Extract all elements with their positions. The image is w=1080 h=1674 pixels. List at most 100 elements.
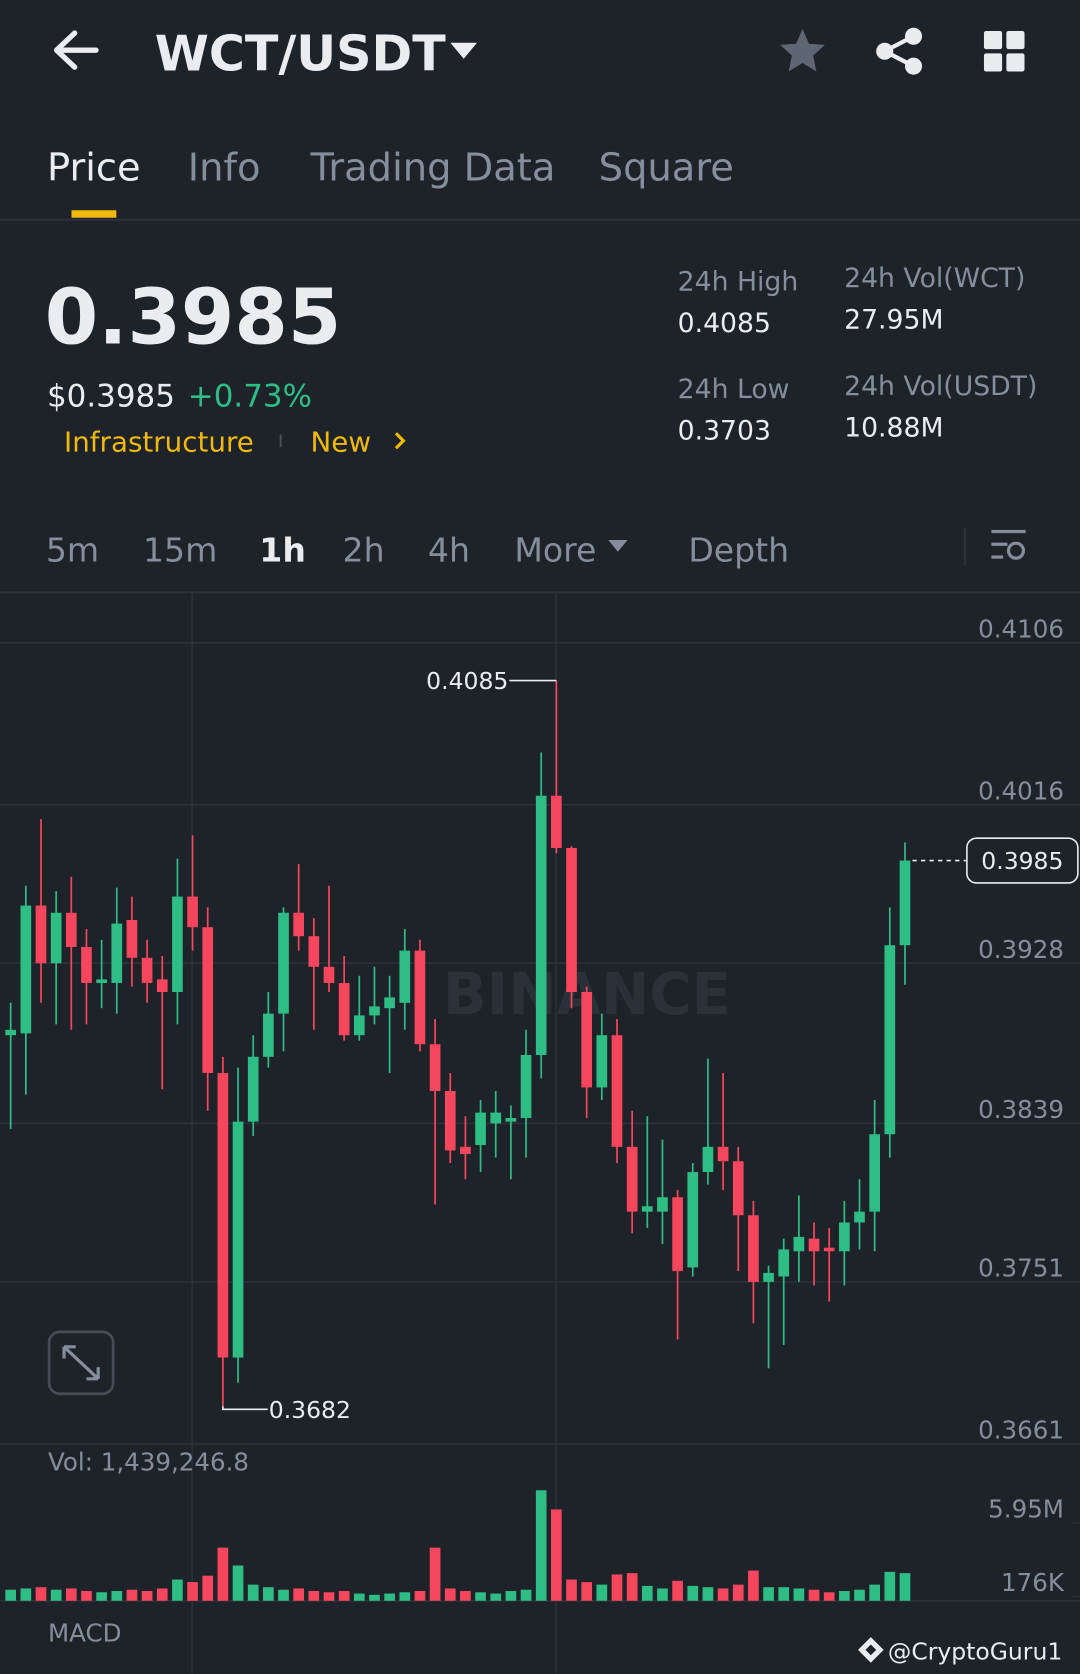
y-tick-label: 0.4016 [978,776,1064,805]
volume-bar [429,1547,441,1601]
candle-body [869,1134,881,1212]
interval[interactable]: 15m [143,530,217,569]
volume-bar [35,1587,47,1601]
tab-price[interactable]: Price [47,145,141,190]
candle-body [611,1035,623,1147]
stat-value: 27.95M [844,305,943,336]
volume-bar [566,1579,577,1601]
candle-body [65,912,77,947]
interval-more[interactable]: More [514,530,596,569]
candle-body [520,1055,532,1119]
candle-body [50,912,62,964]
candle-body [596,1035,608,1088]
volume-bar [551,1509,562,1601]
candle-body [323,966,335,983]
more-caret[interactable] [608,540,628,552]
price-change: +0.73% [188,379,312,415]
volume-bar [763,1587,774,1601]
candle-body [20,905,32,1034]
candle-body [384,997,395,1009]
volume-bar [399,1592,411,1601]
volume-bar [626,1573,638,1601]
candle-body [566,847,577,992]
volume-bar [808,1589,820,1601]
volume-bar [505,1591,517,1601]
volume-bar [460,1591,471,1601]
candle-body [626,1146,638,1212]
candle-body [5,1029,17,1036]
candle-body [535,795,547,1056]
stat-value: 0.3703 [678,416,771,447]
volume-bar [702,1587,714,1601]
min-marker-line [222,1406,268,1411]
volume-bar [611,1574,623,1601]
interval[interactable]: 4h [428,530,470,569]
depth-tab[interactable]: Depth [688,530,789,569]
stat-value: 10.88M [844,412,943,443]
tab-square[interactable]: Square [599,145,734,190]
candle-body [293,912,305,937]
interval[interactable]: 2h [343,530,385,569]
chart-settings[interactable] [991,529,1026,560]
y-tick-label: 0.4106 [978,614,1064,643]
candle-body [232,1121,244,1358]
candle-body [369,1006,380,1016]
volume-bar [172,1579,183,1601]
volume-bar [672,1580,683,1601]
candle-body [657,1197,668,1212]
stat-label: 24h Vol(WCT) [844,263,1025,294]
tab-underline [71,210,117,218]
volume-bar [323,1592,335,1601]
volume-bar [187,1582,198,1601]
grid-menu[interactable] [983,30,1025,72]
back-button[interactable] [53,30,99,70]
volume-bar [748,1570,759,1601]
volume-bar [217,1547,229,1601]
volume-bar [854,1589,865,1601]
min-marker-label: 0.3682 [269,1396,351,1424]
last-price-label: 0.3985 [981,847,1063,875]
volume-bar [293,1588,305,1601]
candle-body [414,950,426,1045]
candle-body [854,1211,865,1223]
favorite-star[interactable] [780,28,825,72]
stat-label: 24h Vol(USDT) [844,371,1037,402]
tag-chevron[interactable] [394,432,406,450]
interval-active[interactable]: 1h [259,530,306,569]
volume-bar [263,1587,274,1601]
tag-new[interactable]: New [311,425,372,458]
pair-title[interactable]: WCT/USDT [155,24,446,82]
share-button[interactable] [876,27,923,75]
expand-button[interactable] [47,1330,115,1396]
volume-bar [81,1591,92,1601]
candle-body [778,1249,790,1277]
tab-info[interactable]: Info [188,145,261,190]
volume-bar [50,1589,62,1601]
candle-body [399,950,411,1003]
volume-bar [581,1582,593,1601]
candle-body [263,1013,274,1057]
candle-body [581,991,593,1088]
volume-bar [884,1571,896,1601]
y-tick-label: 0.3751 [978,1254,1064,1283]
candle-body [308,936,320,967]
candle-body [96,979,107,983]
volume-bar [778,1587,790,1601]
candle-body [111,923,123,983]
candle-body [278,912,289,1014]
volume-tick-label: 176K [1001,1568,1065,1597]
tag-infrastructure[interactable]: Infrastructure [64,425,254,458]
candle-body [247,1056,259,1122]
candle-body [141,957,153,983]
pair-dropdown[interactable] [450,42,478,59]
candle-body [793,1236,805,1252]
interval[interactable]: 5m [46,530,99,569]
volume-bar [369,1594,380,1601]
y-tick-label: 0.3928 [978,935,1064,964]
expand-icon[interactable] [62,1345,100,1381]
volume-label: Vol: 1,439,246.8 [48,1448,249,1477]
footer-credit: @CryptoGuru1 [888,1637,1062,1665]
candle-body [717,1146,729,1162]
tab-trading-data[interactable]: Trading Data [310,145,556,190]
